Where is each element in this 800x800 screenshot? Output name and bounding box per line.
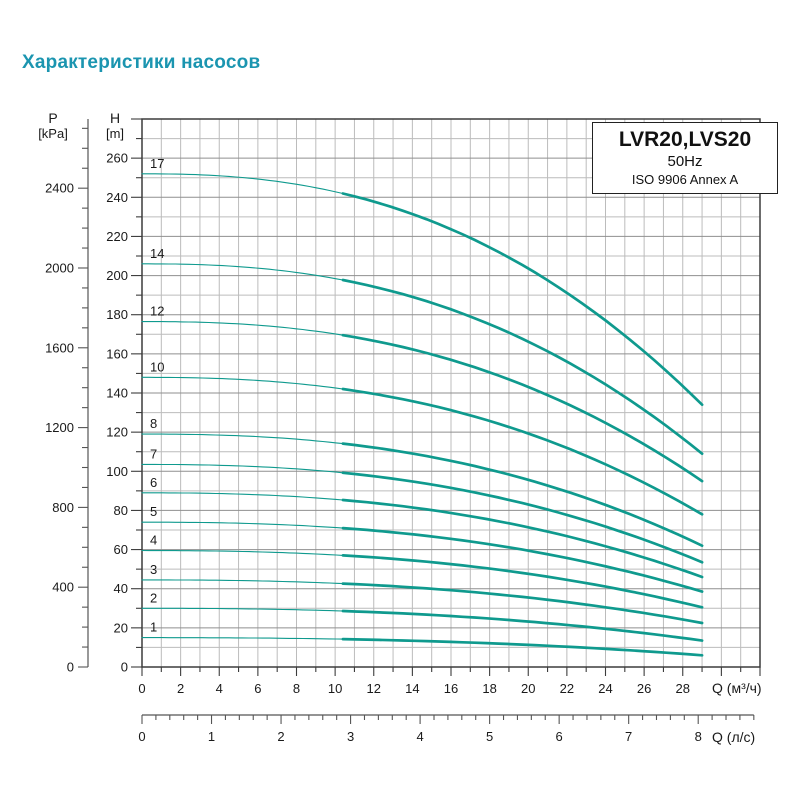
pump-curve-8-stages	[141, 433, 344, 445]
pump-curve-1-stages	[141, 637, 344, 640]
pressure-axis-header: P [kPa]	[36, 110, 70, 142]
curve-label-14: 14	[150, 246, 164, 261]
flow-ls-tick-label: 8	[695, 729, 702, 744]
flow-ls-axis-label: Q (л/с)	[712, 729, 756, 745]
pressure-tick-label: 1600	[45, 340, 74, 355]
pressure-tick-label: 1200	[45, 420, 74, 435]
flow-ls-tick-label: 5	[486, 729, 493, 744]
flow-m3h-tick-label: 12	[367, 681, 381, 696]
head-axis-unit: [m]	[105, 126, 125, 141]
flow-m3h-tick-label: 0	[138, 681, 145, 696]
flow-m3h-tick-label: 26	[637, 681, 651, 696]
head-tick-label: 0	[121, 660, 128, 675]
flow-m3h-tick-label: 24	[598, 681, 612, 696]
pump-curve-6-stages	[341, 498, 704, 579]
pump-curve-6-stages	[141, 492, 344, 501]
pump-curve-17-stages	[341, 192, 704, 407]
pump-curve-8-stages	[341, 442, 704, 548]
flow-ls-tick-label: 0	[138, 729, 145, 744]
head-tick-label: 200	[106, 268, 128, 283]
curve-label-5: 5	[150, 504, 157, 519]
flow-ls-tick-label: 3	[347, 729, 354, 744]
pressure-tick-label: 400	[52, 580, 74, 595]
flow-m3h-tick-label: 8	[293, 681, 300, 696]
head-tick-label: 20	[114, 620, 128, 635]
legend-frequency: 50Hz	[667, 153, 703, 170]
head-tick-label: 80	[114, 503, 128, 518]
pump-curve-4-stages	[341, 554, 704, 609]
curve-label-6: 6	[150, 475, 157, 490]
pressure-tick-label: 2400	[45, 181, 74, 196]
curve-label-17: 17	[150, 156, 164, 171]
flow-ls-tick-label: 7	[625, 729, 632, 744]
flow-m3h-tick-label: 18	[482, 681, 496, 696]
pump-curve-17-stages	[141, 173, 344, 195]
pump-curve-14-stages	[141, 263, 344, 281]
head-tick-label: 240	[106, 190, 128, 205]
page-title: Характеристики насосов	[22, 52, 261, 73]
curve-label-7: 7	[150, 446, 157, 461]
pressure-tick-label: 2000	[45, 260, 74, 275]
head-tick-label: 220	[106, 229, 128, 244]
curve-label-8: 8	[150, 416, 157, 431]
pump-curve-3-stages	[341, 582, 704, 625]
pump-curve-14-stages	[341, 278, 704, 456]
curve-label-10: 10	[150, 359, 164, 374]
pump-curve-10-stages	[341, 387, 704, 516]
head-axis-header: H [m]	[98, 110, 132, 142]
legend-box: LVR20,LVS20 50Hz ISO 9906 Annex A	[592, 122, 778, 194]
flow-m3h-tick-label: 28	[676, 681, 690, 696]
legend-standard: ISO 9906 Annex A	[631, 172, 739, 187]
flow-ls-tick-label: 6	[556, 729, 563, 744]
flow-m3h-tick-label: 10	[328, 681, 342, 696]
head-tick-label: 120	[106, 425, 128, 440]
pressure-axis-unit: [kPa]	[38, 126, 68, 141]
flow-m3h-tick-label: 4	[216, 681, 223, 696]
pump-curve-12-stages	[341, 333, 704, 483]
flow-m3h-tick-label: 14	[405, 681, 419, 696]
head-axis-title: H	[109, 110, 121, 126]
pump-curve-1-stages	[341, 637, 704, 657]
flow-m3h-tick-label: 22	[560, 681, 574, 696]
head-tick-label: 140	[106, 386, 128, 401]
pump-curve-3-stages	[141, 579, 344, 585]
flow-m3h-tick-label: 6	[254, 681, 261, 696]
pump-curve-4-stages	[141, 549, 344, 556]
head-tick-label: 60	[114, 542, 128, 557]
head-tick-label: 100	[106, 464, 128, 479]
curve-label-1: 1	[150, 620, 157, 635]
legend-model: LVR20,LVS20	[618, 128, 752, 151]
pump-curve-5-stages	[341, 526, 704, 593]
flow-m3h-axis-label: Q (м³/ч)	[712, 680, 762, 696]
pressure-axis-title: P	[48, 110, 58, 126]
pump-curve-7-stages	[141, 463, 344, 474]
flow-m3h-tick-label: 16	[444, 681, 458, 696]
pump-curve-10-stages	[141, 376, 344, 390]
flow-ls-tick-label: 1	[208, 729, 215, 744]
pump-curve-2-stages	[141, 607, 344, 612]
pressure-tick-label: 0	[67, 660, 74, 675]
head-tick-label: 180	[106, 307, 128, 322]
curve-label-4: 4	[150, 533, 157, 548]
curve-label-12: 12	[150, 304, 164, 319]
pump-curve-5-stages	[141, 521, 344, 529]
pump-curve-12-stages	[141, 321, 344, 336]
flow-ls-tick-label: 4	[416, 729, 423, 744]
curve-label-3: 3	[150, 562, 157, 577]
head-tick-label: 160	[106, 346, 128, 361]
head-tick-label: 40	[114, 581, 128, 596]
flow-m3h-tick-label: 20	[521, 681, 535, 696]
flow-ls-tick-label: 2	[277, 729, 284, 744]
pump-curve-7-stages	[341, 471, 704, 564]
pressure-tick-label: 800	[52, 500, 74, 515]
flow-m3h-tick-label: 2	[177, 681, 184, 696]
pump-curve-2-stages	[341, 609, 704, 642]
head-tick-label: 260	[106, 151, 128, 166]
curve-label-2: 2	[150, 590, 157, 605]
